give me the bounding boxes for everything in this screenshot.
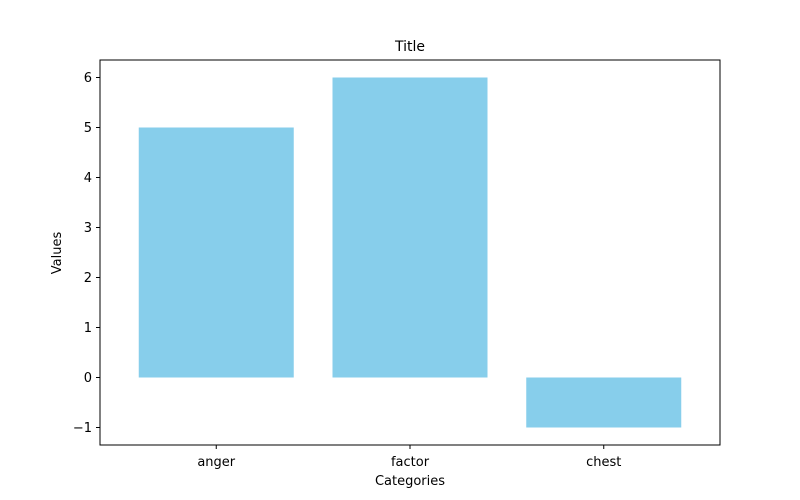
bar-factor [332,77,488,378]
x-axis-label: Categories [375,474,445,489]
y-tick-label: 4 [84,171,92,186]
y-tick-label: 0 [84,371,92,386]
x-tick-label: factor [391,455,430,470]
x-tick-label: anger [197,455,235,470]
y-tick-label: 5 [84,121,92,136]
y-tick-label: 3 [84,221,92,236]
y-tick-label: 1 [84,321,92,336]
x-axis-ticks: anger factor chest [197,445,621,470]
y-axis-ticks: −1 0 1 2 3 4 5 6 [73,71,100,436]
chart-title: Title [394,39,425,55]
bars-group [138,77,682,428]
y-tick-label: 6 [84,71,92,86]
y-tick-label: 2 [84,271,92,286]
bar-anger [138,127,294,378]
y-axis-label: Values [50,232,65,275]
y-tick-label: −1 [73,421,92,436]
x-tick-label: chest [586,455,621,470]
bar-chest [526,377,682,428]
